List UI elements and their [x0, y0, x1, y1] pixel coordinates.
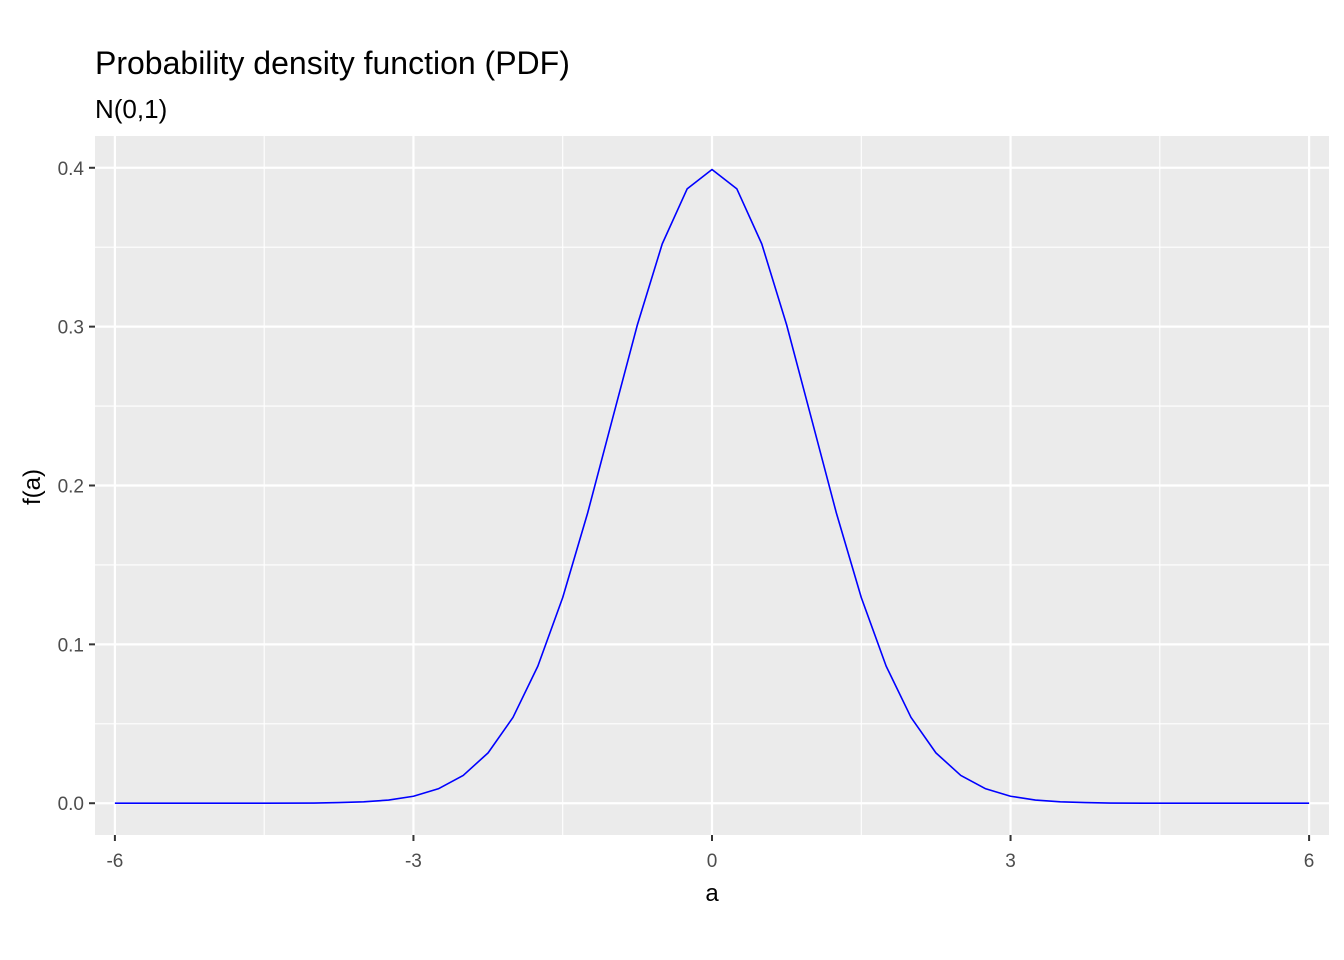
y-axis-ticks: 0.0 0.1 0.2 0.3 0.4 [58, 159, 95, 815]
chart-subtitle: N(0,1) [95, 94, 167, 124]
x-tick-label: 6 [1304, 851, 1315, 872]
major-grid [95, 136, 1329, 835]
x-tick-label: 0 [707, 851, 718, 872]
y-axis-title: f(a) [19, 469, 46, 505]
y-tick-label: 0.0 [58, 794, 84, 815]
x-axis-title: a [705, 880, 719, 907]
x-tick-label: 3 [1005, 851, 1016, 872]
y-tick-label: 0.3 [58, 318, 84, 339]
y-tick-label: 0.2 [58, 477, 84, 498]
y-tick-label: 0.4 [58, 159, 85, 180]
series-layer [114, 168, 1310, 805]
pdf-curve-line [114, 168, 1310, 805]
x-tick-label: -3 [405, 851, 422, 872]
y-tick-label: 0.1 [58, 635, 84, 656]
chart-title: Probability density function (PDF) [95, 45, 570, 81]
x-axis-ticks: -6 -3 0 3 6 [106, 835, 1314, 872]
x-tick-label: -6 [106, 851, 123, 872]
